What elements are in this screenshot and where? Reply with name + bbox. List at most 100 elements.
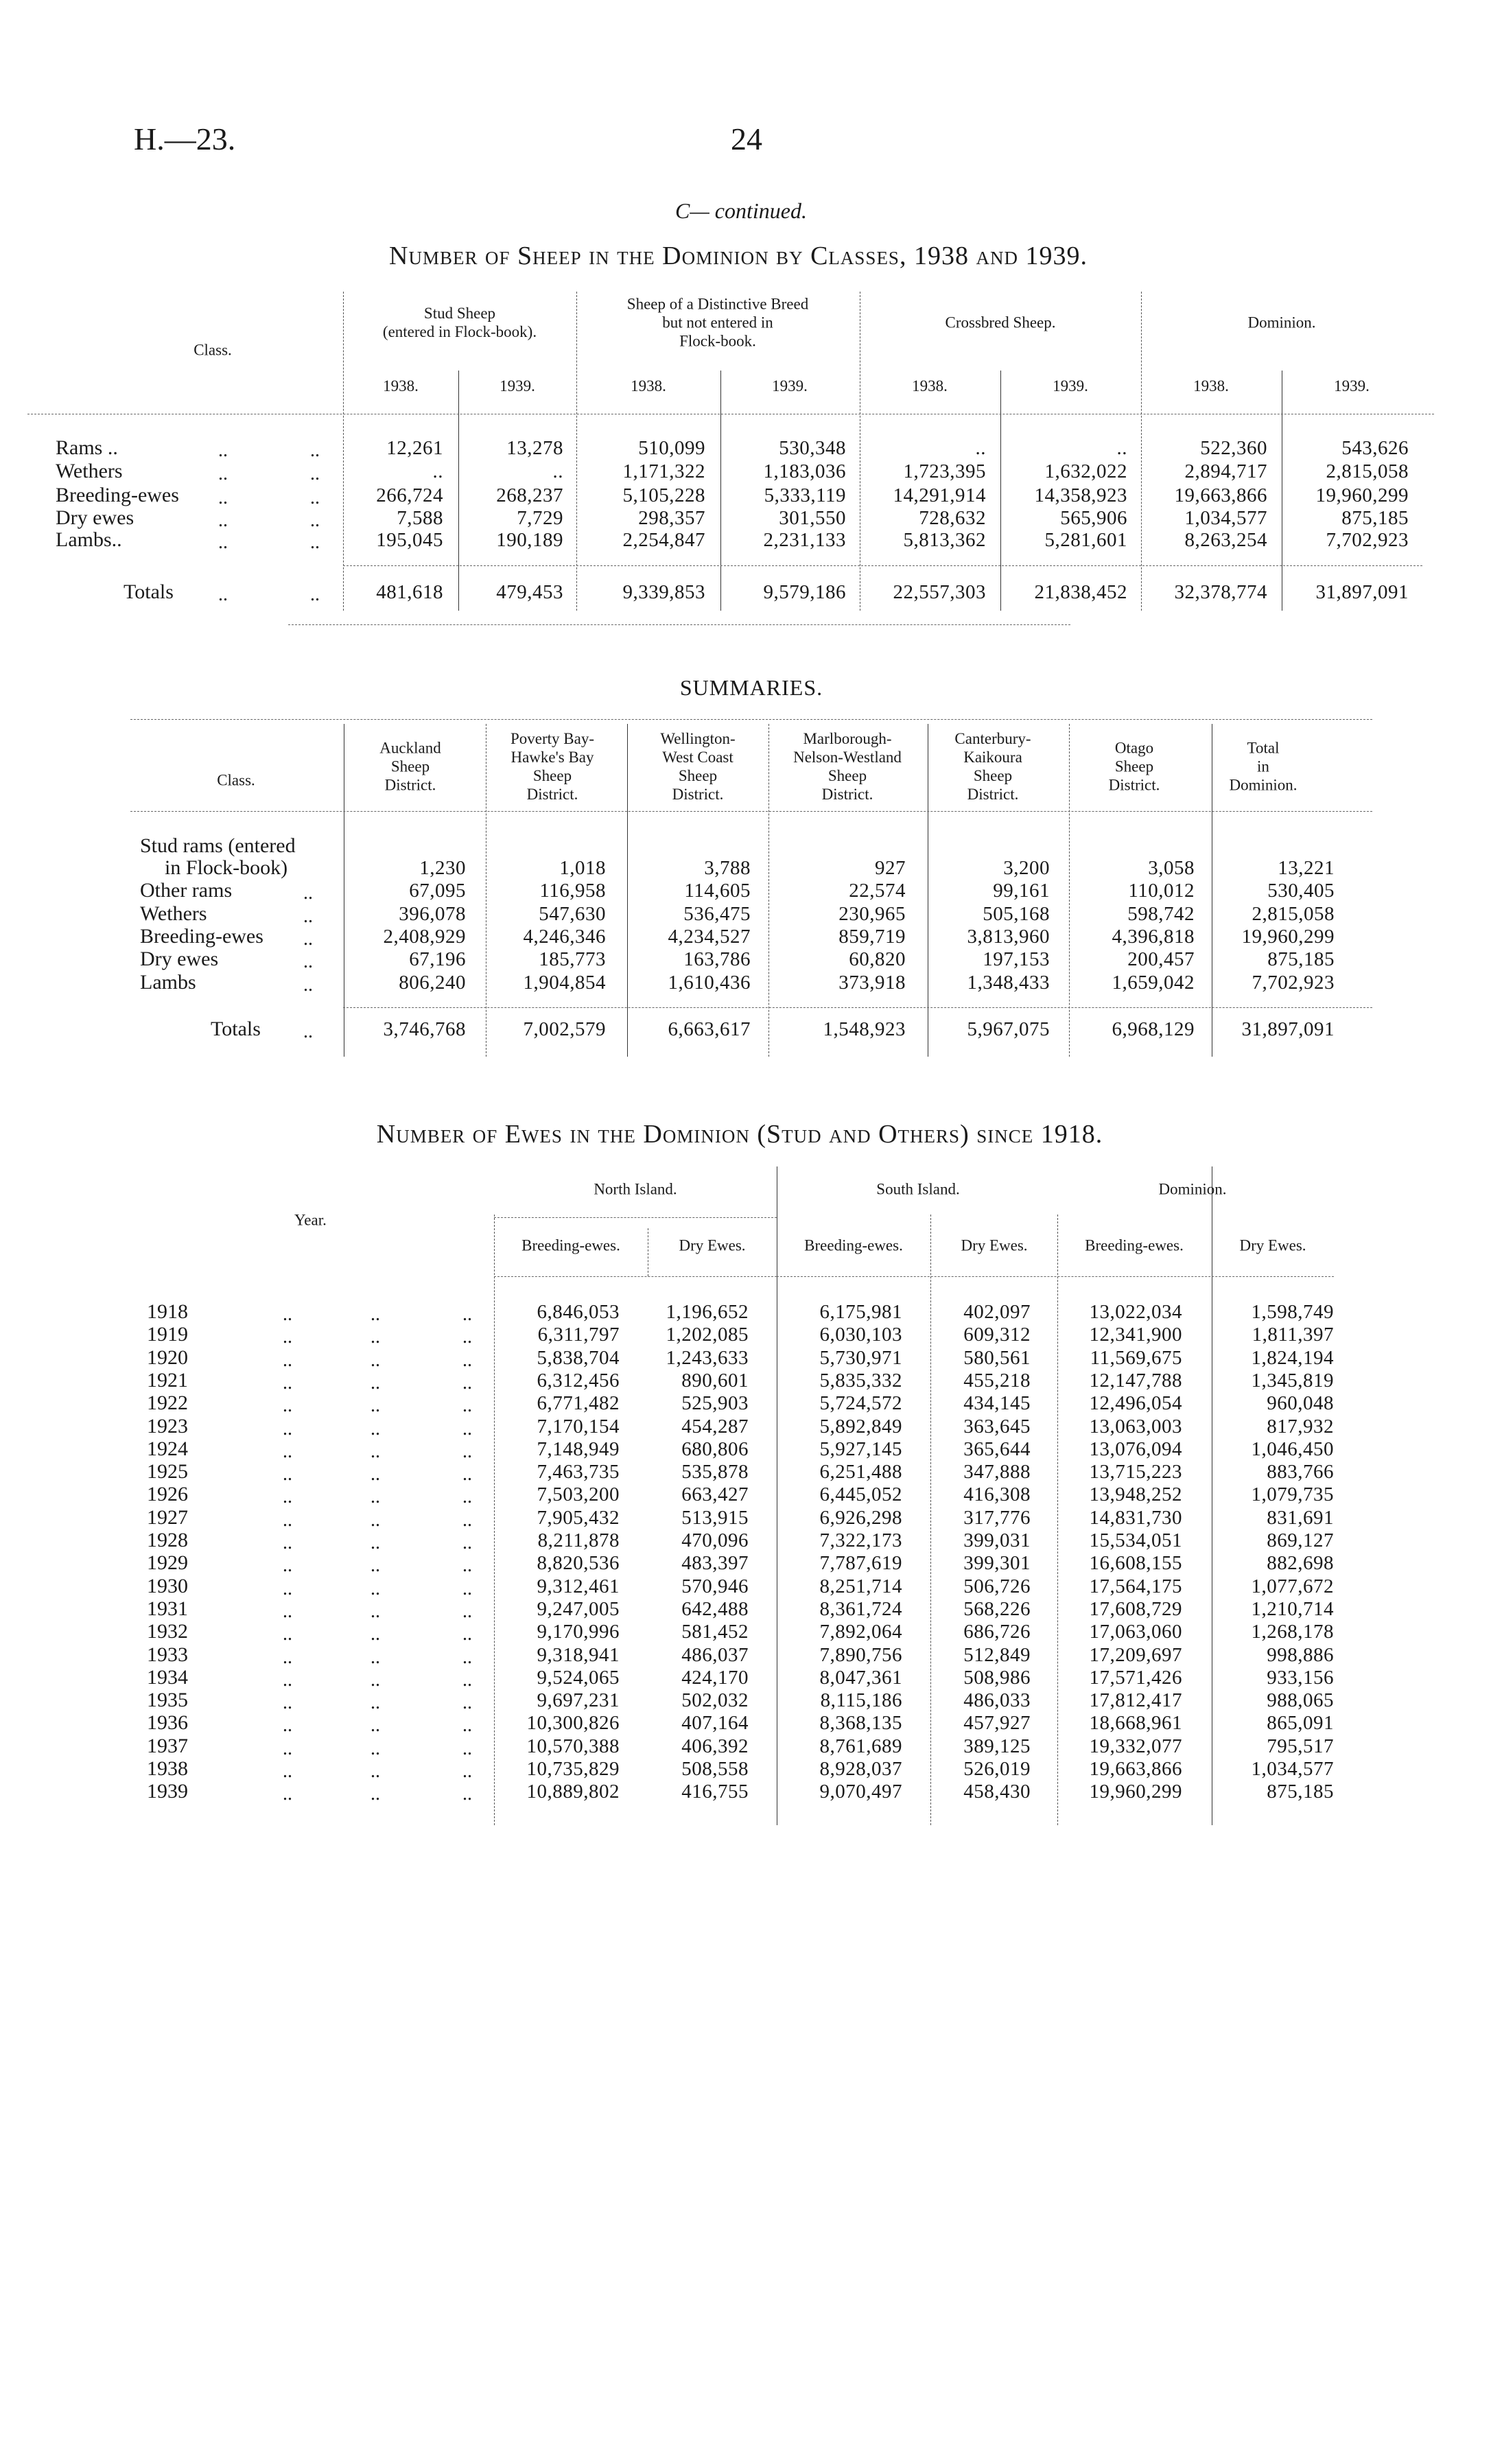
table-cell: .. — [1116, 437, 1127, 459]
document-reference: H.—23. — [134, 121, 236, 156]
table-cell: 7,892,064 — [819, 1621, 902, 1643]
table-cell: 1,811,397 — [1252, 1324, 1334, 1346]
island-header: Dominion. — [1158, 1180, 1227, 1198]
totals-cell: 7,002,579 — [523, 1018, 606, 1040]
table-cell: 13,022,034 — [1089, 1301, 1182, 1323]
table-cell: 13,221 — [1278, 857, 1335, 879]
table-cell: 60,820 — [849, 948, 906, 970]
totals-cell: 1,548,923 — [823, 1018, 906, 1040]
leader-dots: .. — [283, 1715, 292, 1737]
table-cell: 512,849 — [963, 1643, 1031, 1666]
year-label: 1937 — [147, 1734, 188, 1757]
table-cell: 8,928,037 — [819, 1758, 902, 1780]
leader-dots: .. — [371, 1532, 380, 1553]
table-cell: 875,185 — [1267, 1781, 1334, 1803]
row-label: Breeding-ewes — [140, 925, 263, 948]
table-cell: 13,278 — [506, 437, 563, 459]
column-rule — [343, 292, 344, 611]
leader-dots: .. — [462, 1715, 472, 1737]
totals-label: Totals — [124, 580, 174, 603]
table-cell: 301,550 — [779, 507, 846, 529]
totals-cell: 32,378,774 — [1174, 581, 1267, 603]
table-cell: 1,077,672 — [1251, 1575, 1334, 1597]
year-label: 1933 — [147, 1643, 188, 1666]
group-header: Stud Sheep (entered in Flock-book). — [382, 305, 537, 340]
table-cell: 268,237 — [496, 484, 563, 506]
table-cell: 4,396,818 — [1112, 926, 1195, 948]
column-rule — [458, 371, 459, 611]
table-cell: 17,812,417 — [1089, 1689, 1182, 1712]
leader-dots: .. — [283, 1304, 292, 1325]
table-cell: 416,308 — [963, 1483, 1031, 1506]
totals-cell: 21,838,452 — [1034, 581, 1127, 603]
leader-dots: .. — [218, 463, 228, 484]
table-cell: 17,608,729 — [1089, 1597, 1182, 1620]
totals-cell: 479,453 — [496, 581, 563, 603]
leader-dots: .. — [371, 1304, 380, 1325]
table-cell: 5,813,362 — [903, 529, 986, 551]
leader-dots: .. — [371, 1509, 380, 1531]
table-cell: 13,076,094 — [1089, 1438, 1182, 1460]
year-label: 1919 — [147, 1323, 188, 1346]
table-cell: 3,200 — [1003, 857, 1050, 879]
year-label: 1924 — [147, 1437, 188, 1460]
totals-cell: 3,746,768 — [383, 1018, 466, 1040]
leader-dots: .. — [310, 510, 320, 531]
row-label: Rams .. — [56, 436, 118, 459]
year-label: 1926 — [147, 1483, 188, 1506]
table-cell: 1,034,577 — [1184, 507, 1267, 529]
leader-dots: .. — [283, 1669, 292, 1691]
table-cell: 200,457 — [1127, 948, 1195, 970]
leader-dots: .. — [310, 584, 320, 605]
leader-dots: .. — [283, 1646, 292, 1668]
table-cell: 163,786 — [683, 948, 751, 970]
totals-cell: 31,897,091 — [1315, 581, 1409, 603]
table-cell: 12,341,900 — [1089, 1324, 1182, 1346]
table-cell: 9,524,065 — [537, 1666, 620, 1689]
leader-dots: .. — [371, 1783, 380, 1805]
year-label: 1930 — [147, 1574, 188, 1597]
totals-cell: 6,968,129 — [1112, 1018, 1195, 1040]
year-label: 1921 — [147, 1368, 188, 1392]
leader-dots: .. — [310, 532, 320, 553]
totals-cell: 22,557,303 — [893, 581, 986, 603]
table-cell: 8,115,186 — [820, 1689, 902, 1712]
table-cell: 865,091 — [1267, 1712, 1334, 1735]
island-header: North Island. — [594, 1180, 677, 1198]
column-rule — [1057, 1215, 1058, 1825]
table-cell: .. — [975, 437, 986, 459]
table-cell: 506,726 — [963, 1575, 1031, 1597]
table-cell: 6,251,488 — [819, 1461, 902, 1483]
table-cell: 1,904,854 — [523, 972, 606, 994]
table-cell: 5,835,332 — [819, 1369, 902, 1392]
district-header: Total in Dominion. — [1229, 739, 1298, 794]
year-column-header: Year. — [294, 1211, 327, 1229]
table-cell: 883,766 — [1267, 1461, 1334, 1483]
table-cell: 1,268,178 — [1251, 1621, 1334, 1643]
leader-dots: .. — [283, 1349, 292, 1371]
leader-dots: .. — [371, 1418, 380, 1440]
table-cell: 406,392 — [681, 1735, 749, 1757]
table-cell: 19,332,077 — [1089, 1735, 1182, 1757]
row-rule — [494, 1217, 777, 1218]
table-cell: .. — [432, 460, 443, 482]
table-cell: 513,915 — [681, 1506, 749, 1529]
table-cell: 663,427 — [681, 1483, 749, 1506]
table-cell: 14,831,730 — [1089, 1506, 1182, 1529]
table-cell: 110,012 — [1128, 880, 1195, 902]
table-cell: 17,063,060 — [1089, 1621, 1182, 1643]
year-label: 1934 — [147, 1665, 188, 1689]
table-cell: 298,357 — [638, 507, 705, 529]
row-label: Dry ewes — [140, 948, 219, 970]
year-label: 1938 — [147, 1757, 188, 1780]
table-cell: 2,894,717 — [1184, 460, 1267, 482]
ewes-subheader: Dry Ewes. — [1239, 1236, 1306, 1254]
table-cell: 568,226 — [963, 1597, 1031, 1620]
table-cell: 998,886 — [1267, 1643, 1334, 1666]
table-cell: 455,218 — [963, 1369, 1031, 1392]
leader-dots: .. — [462, 1349, 472, 1371]
leader-dots: .. — [283, 1532, 292, 1553]
table-cell: 15,534,051 — [1089, 1529, 1182, 1551]
table-cell: 14,291,914 — [893, 484, 986, 506]
district-header: Poverty Bay- Hawke's Bay Sheep District. — [510, 730, 595, 803]
